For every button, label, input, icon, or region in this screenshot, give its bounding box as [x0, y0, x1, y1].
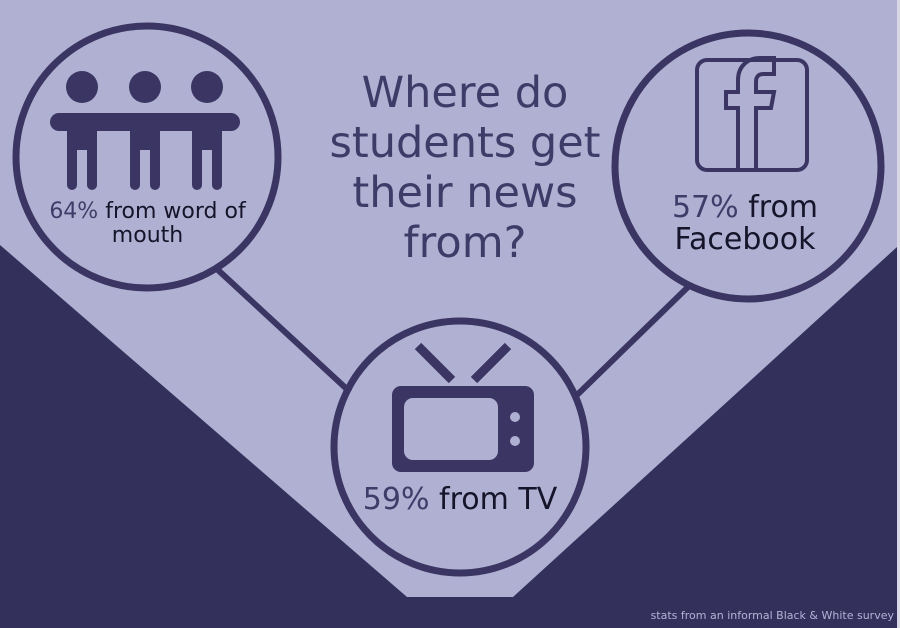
stat-facebook: 57% from Facebook — [620, 190, 870, 258]
source-caption: stats from an informal Black & White sur… — [650, 609, 894, 622]
page-title: Where do students get their news from? — [329, 68, 601, 268]
light-v-shape — [0, 0, 897, 597]
edge-strip — [897, 0, 900, 628]
stat-label: from TV — [439, 482, 558, 517]
connector-line-right — [574, 284, 691, 398]
stat-label: from word of mouth — [105, 199, 246, 248]
people-icon — [50, 71, 240, 190]
stat-percent: 59% — [362, 482, 430, 517]
facebook-circle — [611, 29, 885, 303]
stat-percent: 64% — [49, 199, 99, 224]
word-of-mouth-circle — [12, 22, 282, 292]
facebook-icon — [695, 56, 809, 172]
connector-line-left — [215, 267, 353, 395]
stat-tv: 59% from TV — [335, 482, 585, 517]
stat-word-of-mouth: 64% from word of mouth — [20, 200, 275, 248]
stat-label: from Facebook — [674, 190, 819, 258]
tv-icon — [392, 342, 534, 472]
stat-percent: 57% — [671, 190, 739, 225]
tv-circle — [330, 317, 590, 577]
